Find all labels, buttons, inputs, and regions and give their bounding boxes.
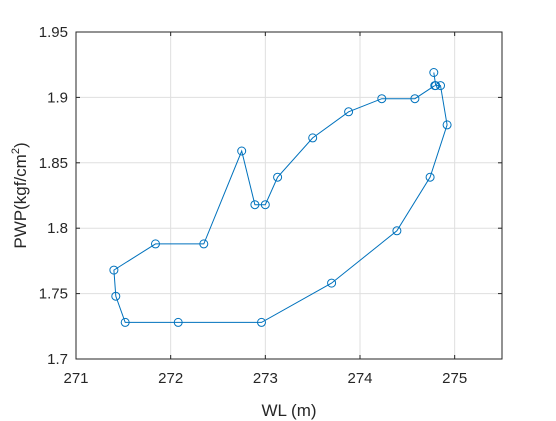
y-tick-label: 1.85 [39, 155, 68, 172]
data-point [260, 200, 270, 210]
y-tick-label: 1.7 [47, 351, 68, 368]
series-group [109, 68, 452, 327]
data-point [410, 94, 420, 104]
data-point [327, 278, 337, 288]
data-point [257, 317, 266, 327]
y-axis-label-superscript: 2 [10, 148, 22, 154]
data-point [308, 133, 318, 143]
y-axis-label-suffix: ) [11, 142, 30, 148]
y-tick-label: 1.75 [39, 286, 68, 303]
axis-ticks: 271 272 273 274 275 1.7 1.75 1.8 1.85 1.9 1.95 [39, 24, 502, 387]
series-line [113, 72, 448, 323]
data-point [151, 239, 160, 249]
data-point [430, 81, 440, 91]
y-tick-label: 1.95 [39, 24, 68, 41]
x-tick-label: 271 [63, 370, 88, 387]
data-point [442, 120, 452, 130]
plot-area-frame [75, 31, 503, 360]
x-tick-label: 274 [347, 370, 372, 387]
data-point [111, 291, 121, 301]
x-axis-label: WL (m) [261, 401, 316, 420]
data-point [199, 239, 209, 249]
data-point [273, 172, 283, 182]
data-point [120, 317, 130, 327]
data-point [425, 172, 435, 182]
data-point [173, 317, 183, 327]
data-point [429, 68, 439, 77]
y-axis-label: PWP(kgf/cm2) [10, 142, 30, 248]
data-point [436, 81, 445, 91]
x-tick-label: 275 [442, 370, 467, 387]
data-point [392, 226, 402, 236]
y-tick-label: 1.9 [47, 89, 68, 106]
x-tick-label: 273 [253, 370, 278, 387]
y-tick-label: 1.8 [47, 220, 68, 237]
data-point [344, 107, 354, 117]
data-point [109, 265, 119, 275]
data-point [250, 200, 260, 210]
x-tick-label: 272 [158, 370, 183, 387]
y-axis-label-main: PWP(kgf/cm [11, 154, 30, 248]
data-point [377, 94, 387, 104]
data-point [237, 146, 247, 156]
